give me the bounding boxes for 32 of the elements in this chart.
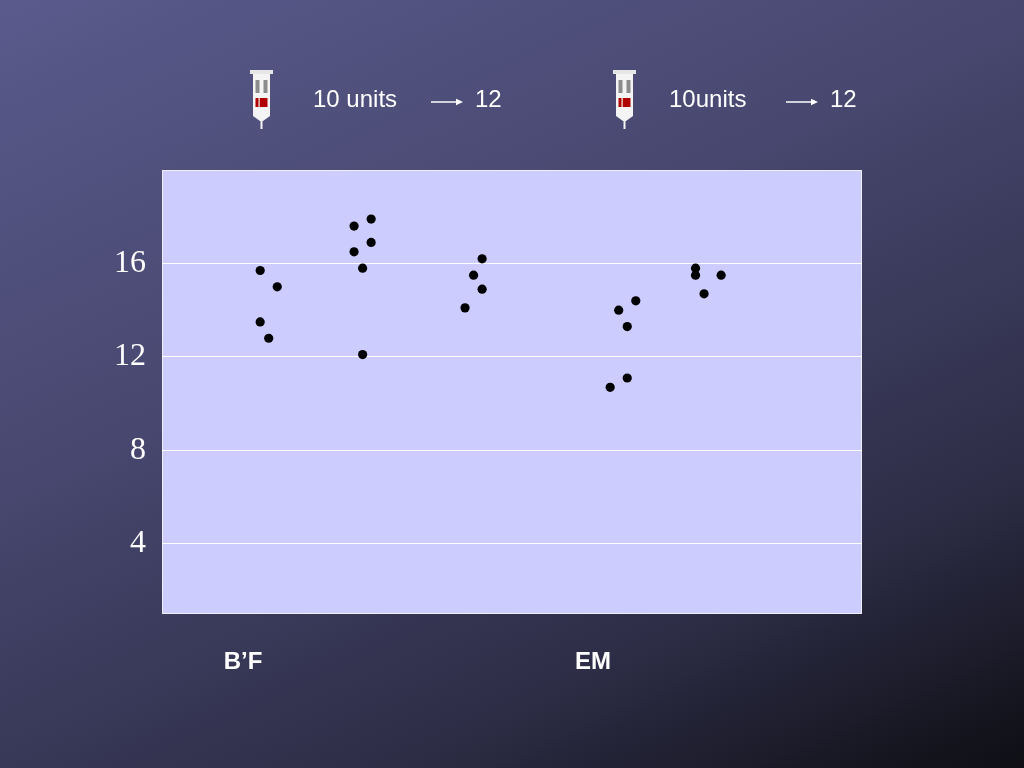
y-tick-label: 4 [130,523,146,560]
text: 10 units [313,85,398,113]
point [477,284,487,294]
text: 10units [669,85,747,113]
point [716,270,726,280]
point [622,321,632,332]
x-tick-label: EM [575,647,612,675]
y-tick-label: 8 [130,429,146,466]
point [358,263,368,273]
y-tick-label: 12 [114,336,146,373]
text: 12 [830,85,857,113]
point [264,333,274,343]
point [255,265,265,276]
point [468,270,479,280]
point [349,247,359,257]
point [366,214,376,224]
point [349,221,359,231]
point [622,373,632,383]
point [272,282,282,292]
y-tick-label: 16 [114,242,146,279]
point [614,305,624,315]
point [605,382,615,392]
point [690,263,701,273]
point [255,317,265,327]
text: 12 [475,85,502,113]
point [366,237,376,248]
point [477,254,487,264]
x-tick-label: B’F [223,647,263,675]
point [358,350,368,360]
point [699,289,709,299]
point [631,296,641,306]
point [460,303,470,313]
